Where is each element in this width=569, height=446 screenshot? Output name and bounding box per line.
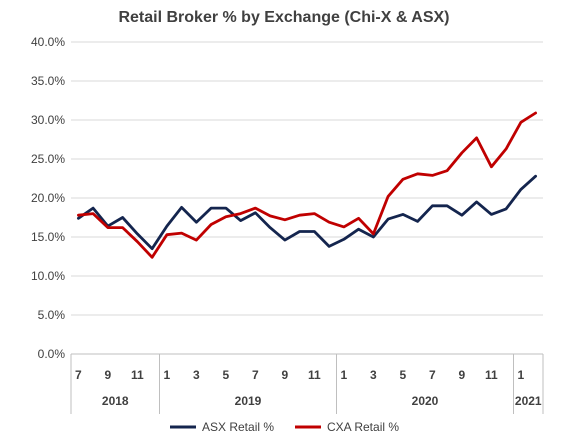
y-tick-label: 40.0%: [31, 35, 65, 49]
chart-title: Retail Broker % by Exchange (Chi-X & ASX…: [118, 9, 449, 26]
x-year-label: 2020: [412, 394, 439, 408]
x-tick-label: 9: [105, 368, 112, 382]
x-tick-label: 11: [131, 368, 144, 382]
x-tick-label: 9: [459, 368, 466, 382]
x-year-label: 2019: [235, 394, 262, 408]
y-tick-label: 30.0%: [31, 113, 65, 127]
x-tick-label: 11: [308, 368, 321, 382]
x-tick-label: 1: [341, 368, 348, 382]
y-tick-label: 0.0%: [38, 347, 66, 361]
x-tick-label: 9: [282, 368, 289, 382]
y-tick-label: 35.0%: [31, 74, 65, 88]
legend: ASX Retail % CXA Retail %: [170, 420, 399, 434]
series-lines: [77, 111, 537, 259]
legend-label: ASX Retail %: [202, 420, 274, 434]
legend-label: CXA Retail %: [327, 420, 399, 434]
y-tick-label: 5.0%: [38, 308, 66, 322]
x-tick-label: 5: [400, 368, 407, 382]
y-axis: 0.0% 5.0% 10.0% 15.0% 20.0% 25.0% 30.0% 35.0% 40…: [31, 35, 65, 361]
y-tick-label: 25.0%: [31, 152, 65, 166]
y-tick-label: 10.0%: [31, 269, 65, 283]
x-year-label: 2018: [102, 394, 129, 408]
gridlines: [71, 41, 543, 316]
x-tick-label: 1: [518, 368, 525, 382]
series-line-cxa: [77, 111, 537, 259]
x-tick-label: 1: [164, 368, 171, 382]
x-tick-label: 3: [193, 368, 200, 382]
x-tick-label: 3: [370, 368, 377, 382]
y-tick-label: 20.0%: [31, 191, 65, 205]
x-tick-label: 5: [223, 368, 230, 382]
x-year-label: 2021: [515, 394, 542, 408]
x-tick-label: 7: [429, 368, 436, 382]
x-tick-label: 7: [75, 368, 82, 382]
y-tick-label: 15.0%: [31, 230, 65, 244]
x-tick-label: 7: [252, 368, 259, 382]
x-tick-label: 11: [485, 368, 498, 382]
series-line-asx: [77, 174, 537, 251]
